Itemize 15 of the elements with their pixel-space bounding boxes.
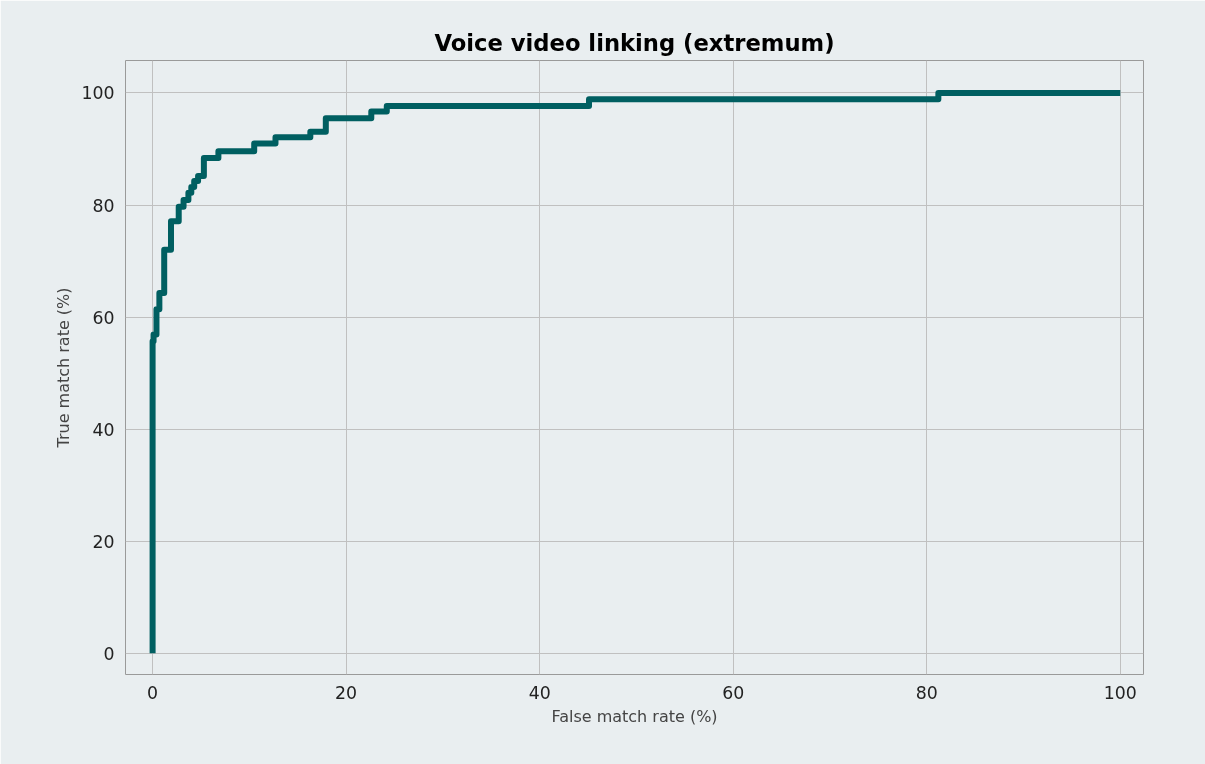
x-axis-title: False match rate (%) — [551, 706, 718, 726]
y-tick-label: 40 — [92, 419, 115, 440]
chart-title: Voice video linking (extremum) — [434, 29, 835, 56]
y-tick-label: 100 — [81, 83, 115, 104]
y-tick-label: 20 — [92, 531, 115, 552]
y-tick-label: 0 — [103, 643, 115, 664]
x-tick-label: 80 — [915, 682, 938, 703]
x-tick-label: 100 — [1103, 682, 1137, 703]
x-tick-label: 40 — [528, 682, 551, 703]
x-tick-label: 20 — [335, 682, 358, 703]
x-tick-label: 60 — [722, 682, 745, 703]
y-axis-title: True match rate (%) — [54, 287, 74, 449]
y-tick-label: 60 — [92, 307, 115, 328]
y-tick-label: 80 — [92, 195, 115, 216]
x-tick-label: 0 — [147, 682, 159, 703]
